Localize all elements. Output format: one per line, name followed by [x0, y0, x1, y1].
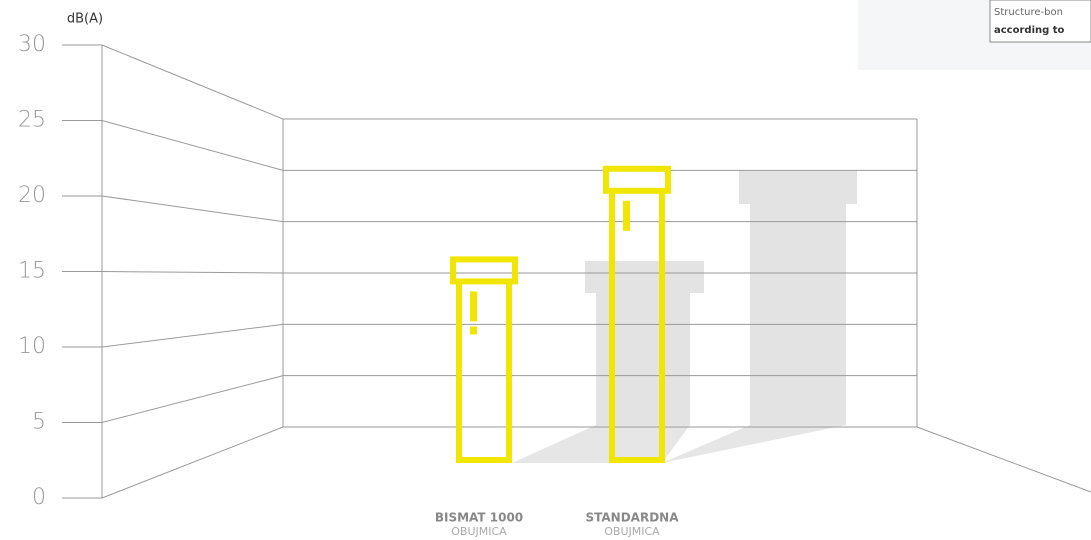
inset-box — [989, 0, 1091, 43]
bar-highlight — [623, 200, 630, 231]
bar-highlight — [470, 291, 477, 322]
y-tick-label: 5 — [32, 410, 46, 435]
floor-shadow — [662, 425, 846, 463]
y-tick-label: 0 — [32, 485, 46, 510]
x-tick-label: STANDARDNA — [585, 511, 679, 525]
bar — [603, 165, 671, 463]
annotation: Structure-bon — [994, 7, 1063, 18]
x-tick-sublabel: OBUJMICA — [451, 525, 507, 538]
annotation: according to — [994, 25, 1065, 36]
bar-body — [456, 281, 512, 463]
bar — [450, 256, 518, 463]
grid-line — [62, 120, 917, 171]
x-tick-sublabel: OBUJMICA — [604, 525, 660, 538]
grid-line — [62, 323, 917, 348]
bar-shadow — [739, 171, 857, 425]
shadows — [62, 44, 1091, 499]
bar-shadow — [585, 261, 704, 425]
grid-line — [62, 195, 917, 223]
bar-highlight — [470, 326, 477, 335]
grid-line — [62, 271, 917, 274]
y-tick-label: 30 — [18, 32, 46, 57]
grid-line — [62, 44, 917, 120]
y-tick-label: 15 — [18, 259, 46, 284]
bar-cap — [603, 165, 671, 194]
x-tick-label: BISMAT 1000 — [435, 511, 523, 525]
floor-shadow — [512, 425, 690, 463]
grid-line — [62, 426, 917, 499]
bar-cap — [450, 256, 518, 285]
y-tick-label: 10 — [18, 334, 46, 359]
y-tick-label: 25 — [18, 108, 46, 133]
y-tick-label: 20 — [18, 183, 46, 208]
y-axis-label: dB(A) — [67, 12, 103, 27]
bar-body — [609, 190, 665, 463]
floor-edge — [916, 426, 1091, 493]
grid-line — [62, 375, 917, 423]
